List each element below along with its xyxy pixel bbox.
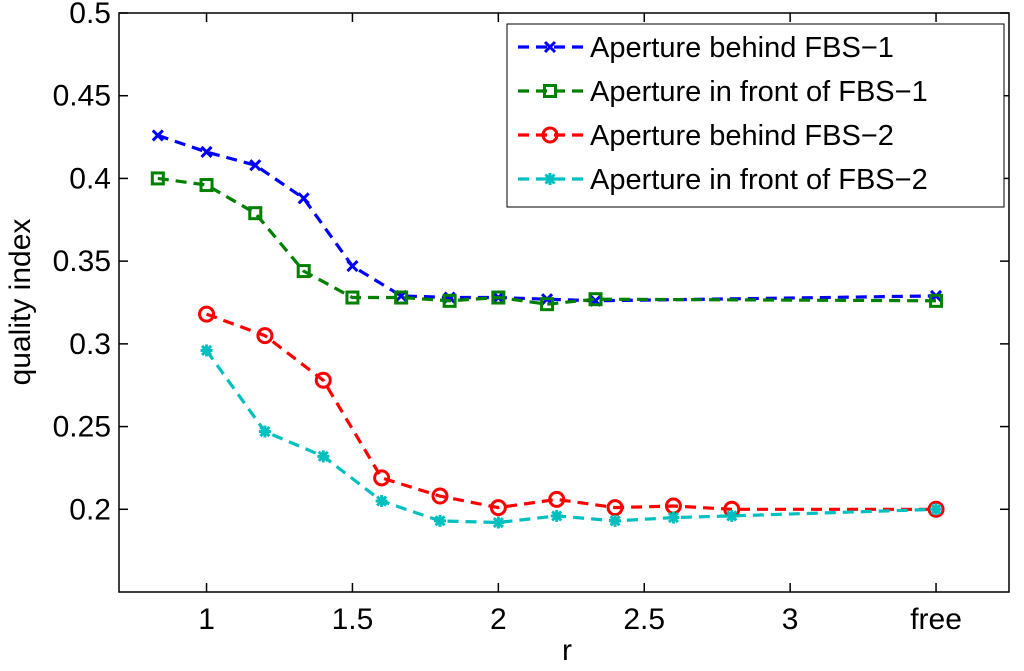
- legend-entry: Aperture behind FBS−2: [518, 120, 894, 152]
- data-point: [200, 344, 213, 357]
- data-point: [258, 425, 271, 438]
- x-tick-label: 2: [490, 603, 507, 636]
- y-tick-label: 0.35: [53, 245, 111, 278]
- data-point: [929, 293, 944, 308]
- legend-box: [506, 23, 1005, 208]
- data-point: [296, 264, 311, 279]
- legend-marker: [543, 84, 557, 98]
- series-3: [198, 305, 945, 518]
- series-layer: [150, 129, 945, 529]
- data-point: [346, 260, 359, 273]
- data-point: [150, 171, 165, 186]
- y-tick-label: 0.3: [69, 328, 111, 361]
- y-tick-label: 0.5: [69, 0, 111, 30]
- series-2: [150, 171, 944, 312]
- y-tick-label: 0.2: [69, 493, 111, 526]
- data-point: [249, 159, 262, 172]
- x-tick-label: 3: [782, 603, 799, 636]
- data-point: [609, 514, 622, 527]
- x-tick-label: 1: [198, 603, 215, 636]
- x-axis-title: r: [562, 634, 572, 666]
- legend: Aperture behind FBS−1 Aperture in front o…: [506, 23, 1005, 208]
- legend-entry: Aperture in front of FBS−1: [518, 76, 928, 108]
- y-tick-label: 0.45: [53, 80, 111, 113]
- data-point: [667, 511, 680, 524]
- data-point: [606, 499, 624, 517]
- data-point: [373, 469, 391, 487]
- data-point: [198, 305, 216, 323]
- data-point: [199, 178, 214, 193]
- x-tick-label: 1.5: [332, 603, 374, 636]
- y-tick-label: 0.4: [69, 162, 111, 195]
- legend-label: Aperture in front of FBS−1: [590, 76, 928, 108]
- x-tick-label: 2.5: [623, 603, 665, 636]
- data-point: [433, 514, 446, 527]
- y-axis-title: quality index: [4, 219, 37, 386]
- series-4: [200, 344, 943, 529]
- data-point: [550, 509, 563, 522]
- data-point: [248, 206, 263, 221]
- legend-label: Aperture behind FBS−2: [590, 120, 894, 152]
- data-point: [442, 293, 457, 308]
- data-point: [200, 145, 213, 159]
- series-line: [205, 312, 936, 511]
- data-point: [588, 292, 603, 307]
- data-point: [548, 490, 566, 508]
- legend-marker: [543, 40, 557, 54]
- data-point: [256, 327, 274, 345]
- legend-marker: [544, 173, 556, 185]
- legend-entry: Aperture in front of FBS−2: [518, 164, 928, 196]
- data-point: [725, 509, 738, 522]
- data-point: [492, 516, 505, 529]
- data-point: [345, 290, 360, 305]
- data-point: [927, 500, 945, 518]
- legend-marker: [541, 126, 559, 144]
- y-tick-label: 0.25: [53, 411, 111, 444]
- legend-label: Aperture behind FBS−1: [590, 32, 894, 64]
- data-point: [317, 450, 330, 463]
- data-point: [540, 297, 555, 312]
- data-point: [431, 487, 449, 505]
- data-point: [930, 503, 943, 516]
- data-point: [375, 495, 388, 508]
- data-point: [314, 371, 332, 389]
- data-point: [297, 192, 310, 205]
- legend-label: Aperture in front of FBS−2: [590, 164, 928, 196]
- x-tick-label: free: [910, 603, 962, 636]
- data-point: [394, 290, 409, 305]
- legend-entry: Aperture behind FBS−1: [518, 32, 894, 64]
- x-axis: 1 1.5 2 2.5 3 free: [198, 13, 962, 636]
- data-point: [491, 290, 506, 305]
- data-point: [489, 499, 507, 517]
- data-point: [151, 129, 164, 142]
- y-axis: 0.2 0.25 0.3 0.35 0.4 0.45 0.5: [53, 0, 1009, 526]
